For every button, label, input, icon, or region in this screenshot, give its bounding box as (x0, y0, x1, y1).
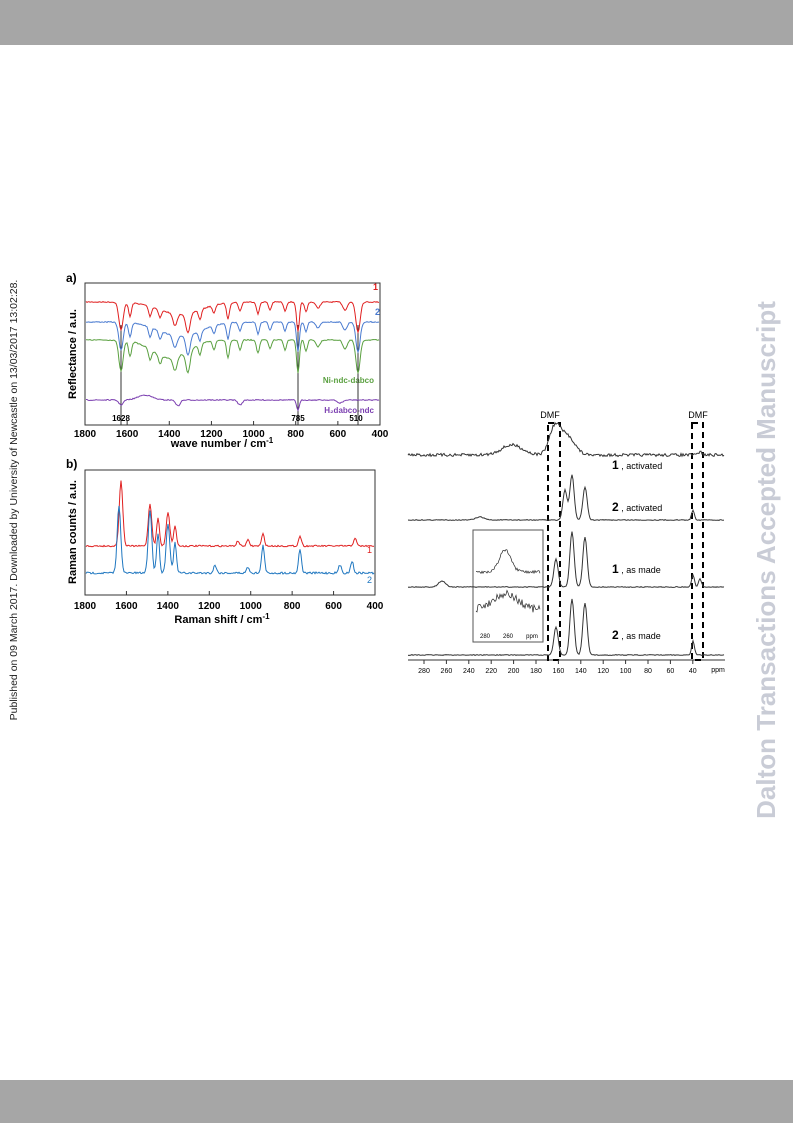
axis-unit: ppm (711, 667, 725, 674)
spectrum-trace (475, 549, 541, 575)
spectrum-trace (85, 300, 380, 334)
spectrum-trace (85, 480, 375, 548)
y-axis-label: Raman counts / a.u. (67, 480, 79, 584)
inset-tick: 260 (503, 634, 514, 640)
footer-bar (0, 1080, 793, 1123)
x-tick-label: 1600 (116, 429, 139, 440)
x-axis-label-sup: -1 (266, 436, 274, 445)
side-note: Published on 09 March 2017. Downloaded b… (8, 280, 20, 721)
trace-number: 2 (612, 628, 619, 642)
x-axis-label-sup: -1 (262, 612, 270, 621)
trace-label: 1 (367, 545, 372, 555)
trace-number: 1 (612, 458, 619, 472)
x-tick-label: 1400 (158, 429, 181, 440)
trace-label: 2 , as made (612, 628, 661, 642)
spectrum-trace (86, 338, 380, 375)
x-tick-label: 600 (330, 429, 347, 440)
plot-frame (84, 469, 376, 596)
panel-label: a) (66, 271, 77, 285)
x-tick-label: 1000 (240, 601, 263, 612)
inset-tick: 280 (480, 634, 491, 640)
x-tick-label: 1600 (115, 601, 138, 612)
x-tick-label: 260 (441, 668, 453, 675)
x-tick-label: 1000 (242, 429, 265, 440)
x-axis-label: Raman shift / cm-1 (174, 612, 270, 626)
x-tick-label: 1200 (200, 429, 223, 440)
spectrum-trace (85, 320, 379, 357)
x-tick-label: 1800 (74, 601, 97, 612)
trace-number: 2 (612, 500, 619, 514)
trace-label: 2 (367, 575, 372, 585)
trace-text: , activated (619, 461, 663, 471)
plot-frame (84, 282, 381, 426)
trace-label: Ni-ndc-dabco (323, 376, 374, 385)
spectrum-trace (86, 394, 380, 412)
inset-tick: ppm (526, 634, 538, 640)
dmf-box (547, 422, 561, 661)
x-tick-label: 80 (644, 668, 652, 675)
trace-text: , activated (619, 503, 663, 513)
x-tick-label: 140 (575, 668, 587, 675)
x-tick-label: 60 (667, 668, 675, 675)
spectrum-trace (407, 598, 725, 657)
spectrum-trace (407, 421, 725, 458)
watermark: Dalton Transactions Accepted Manuscript (751, 301, 781, 819)
trace-text: , as made (619, 565, 661, 575)
x-tick-label: 1800 (74, 429, 97, 440)
x-tick-label: 120 (597, 668, 609, 675)
panel-label: b) (66, 457, 77, 471)
x-tick-label: 240 (463, 668, 475, 675)
x-tick-label: 160 (553, 668, 565, 675)
spectrum-trace (407, 531, 725, 588)
trace-label: H₂dabco-ndc (324, 406, 374, 415)
x-tick-label: 220 (485, 668, 497, 675)
trace-label: 1 , activated (612, 458, 662, 472)
x-tick-label: 600 (325, 601, 342, 612)
trace-label: 2 , activated (612, 500, 662, 514)
spectrum-trace (407, 474, 725, 522)
x-tick-label: 40 (689, 668, 697, 675)
x-axis-label: wave number / cm-1 (170, 436, 274, 450)
x-tick-label: 800 (287, 429, 304, 440)
x-tick-label: 800 (284, 601, 301, 612)
inset-frame (472, 529, 544, 643)
peak-label: 1628 (112, 414, 130, 423)
dmf-box (691, 422, 704, 661)
x-tick-label: 1200 (198, 601, 221, 612)
peak-label: 785 (291, 414, 305, 423)
header-bar (0, 0, 793, 45)
trace-label: 1 , as made (612, 562, 661, 576)
x-tick-label: 100 (620, 668, 632, 675)
x-tick-label: 180 (530, 668, 542, 675)
y-axis-label: Reflectance / a.u. (67, 309, 79, 399)
x-tick-label: 1400 (157, 601, 180, 612)
trace-label: 1 (373, 282, 378, 292)
x-tick-label: 400 (367, 601, 384, 612)
trace-label: 2 (375, 307, 380, 317)
x-axis-label-text: wave number / cm (170, 438, 267, 450)
dmf-label: DMF (688, 410, 708, 420)
x-tick-label: 400 (372, 429, 389, 440)
x-axis-label-text: Raman shift / cm (174, 614, 262, 626)
spectrum-trace (85, 505, 375, 575)
trace-text: , as made (619, 631, 661, 641)
peak-label: 510 (349, 414, 363, 423)
dmf-label: DMF (540, 410, 560, 420)
trace-number: 1 (612, 562, 619, 576)
spectrum-trace (475, 589, 541, 613)
x-tick-label: 200 (508, 668, 520, 675)
x-tick-label: 280 (418, 668, 430, 675)
